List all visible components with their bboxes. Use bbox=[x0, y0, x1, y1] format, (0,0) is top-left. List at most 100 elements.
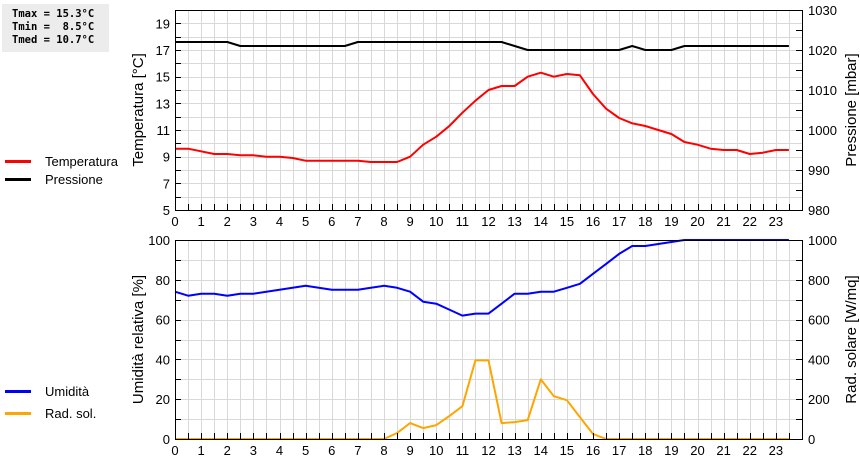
x-tick-label: 20 bbox=[690, 214, 704, 229]
legend-label: Rad. sol. bbox=[45, 405, 97, 421]
x-tick-label: 0 bbox=[171, 443, 178, 458]
x-tick-label: 10 bbox=[429, 443, 443, 458]
y2-tick-label: 0 bbox=[808, 432, 815, 447]
x-tick-label: 17 bbox=[612, 214, 626, 229]
y-axis-title: Umidità relativa [%] bbox=[130, 275, 147, 404]
x-tick-label: 21 bbox=[716, 214, 730, 229]
y2-tick-label: 980 bbox=[808, 203, 830, 218]
x-tick-label: 13 bbox=[507, 443, 521, 458]
x-axis: 0 1 2 3 4 5 6 7 8 9 10 11 12 13 14 15 16 17 18 19 20 21 22 23 bbox=[171, 204, 790, 229]
x-tick-label: 1 bbox=[198, 443, 205, 458]
y-tick-label: 20 bbox=[156, 392, 170, 407]
umidit-line bbox=[174, 239, 789, 317]
y2-tick-label: 1030 bbox=[808, 3, 837, 18]
legend-item-pressure: Pressione bbox=[5, 170, 118, 188]
x-tick-label: 7 bbox=[354, 443, 361, 458]
y-tick-label: 11 bbox=[157, 123, 171, 138]
x-tick-label: 17 bbox=[612, 443, 626, 458]
humidity-radiation-chart: 0 1 2 3 4 5 6 7 8 9 10 11 12 13 14 15 16 17 18 19 20 21 22 2302… bbox=[130, 233, 860, 458]
legend-label: Temperatura bbox=[45, 153, 118, 169]
y-axis-left: 5 7 9 11 13 15 17 19 bbox=[156, 10, 181, 218]
y2-tick-label: 1000 bbox=[808, 123, 837, 138]
x-tick-label: 23 bbox=[769, 443, 783, 458]
x-tick-label: 12 bbox=[481, 214, 495, 229]
y-tick-label: 9 bbox=[163, 150, 170, 165]
x-tick-label: 10 bbox=[429, 214, 443, 229]
x-tick-label: 15 bbox=[560, 443, 574, 458]
y-axis-title: Temperatura [°C] bbox=[130, 53, 147, 167]
x-tick-label: 18 bbox=[638, 443, 652, 458]
x-tick-label: 19 bbox=[664, 214, 678, 229]
y-tick-label: 40 bbox=[156, 352, 170, 367]
x-tick-label: 9 bbox=[407, 214, 414, 229]
x-tick-label: 11 bbox=[456, 214, 470, 229]
x-tick-label: 5 bbox=[302, 443, 309, 458]
humidity-line-swatch bbox=[5, 389, 31, 393]
x-tick-label: 23 bbox=[769, 214, 783, 229]
y-axis-right: 980 990 1000 1010 1020 1030 bbox=[796, 3, 837, 218]
x-tick-label: 14 bbox=[534, 443, 548, 458]
y2-tick-label: 200 bbox=[808, 392, 830, 407]
radiation-line-swatch bbox=[5, 411, 31, 415]
x-tick-label: 8 bbox=[380, 214, 387, 229]
y-tick-label: 5 bbox=[163, 203, 170, 218]
legend-item-temperature: Temperatura bbox=[5, 152, 118, 170]
y2-tick-label: 400 bbox=[808, 352, 830, 367]
x-tick-label: 7 bbox=[354, 214, 361, 229]
temperature-line-swatch bbox=[5, 159, 31, 163]
grid bbox=[175, 240, 802, 439]
y-axis-right: 0 200 400 600 800 1000 bbox=[796, 233, 837, 447]
x-tick-label: 16 bbox=[586, 443, 600, 458]
x-tick-label: 19 bbox=[664, 443, 678, 458]
x-tick-label: 6 bbox=[328, 443, 335, 458]
x-tick-label: 18 bbox=[638, 214, 652, 229]
x-tick-label: 1 bbox=[198, 214, 205, 229]
x-tick-label: 20 bbox=[690, 443, 704, 458]
legend-label: Pressione bbox=[45, 171, 103, 187]
y2-tick-label: 1010 bbox=[808, 83, 837, 98]
x-tick-label: 9 bbox=[407, 443, 414, 458]
x-tick-label: 3 bbox=[250, 214, 257, 229]
x-tick-label: 22 bbox=[743, 443, 757, 458]
y-tick-label: 15 bbox=[156, 70, 170, 85]
grid bbox=[175, 10, 802, 210]
x-tick-label: 6 bbox=[328, 214, 335, 229]
legend-item-humidity: Umidità bbox=[5, 380, 96, 402]
y-tick-label: 0 bbox=[163, 432, 170, 447]
y-tick-label: 13 bbox=[156, 96, 170, 111]
y2-tick-label: 1000 bbox=[808, 233, 837, 248]
x-tick-label: 2 bbox=[224, 443, 231, 458]
x-tick-label: 4 bbox=[276, 214, 283, 229]
x-axis: 0 1 2 3 4 5 6 7 8 9 10 11 12 13 14 15 16 17 18 19 20 21 22 23 bbox=[171, 433, 790, 458]
x-tick-label: 21 bbox=[716, 443, 730, 458]
stats-box: Tmax = 15.3°C Tmin = 8.5°C Tmed = 10.7°C bbox=[2, 4, 109, 52]
x-tick-label: 22 bbox=[743, 214, 757, 229]
x-tick-label: 13 bbox=[507, 214, 521, 229]
y2-tick-label: 800 bbox=[808, 273, 830, 288]
plot-frame bbox=[175, 10, 803, 211]
y-axis-left: 0 20 40 60 80 100 bbox=[148, 233, 181, 447]
legend-item-radiation: Rad. sol. bbox=[5, 402, 96, 424]
tmin-stat: Tmin = 8.5°C bbox=[12, 21, 95, 33]
y-tick-label: 100 bbox=[148, 233, 170, 248]
pressure-line-swatch bbox=[5, 177, 31, 181]
x-tick-label: 2 bbox=[224, 214, 231, 229]
tmed-stat: Tmed = 10.7°C bbox=[12, 34, 95, 46]
pressione-line bbox=[175, 41, 789, 51]
temperature-pressure-chart: 0 1 2 3 4 5 6 7 8 9 10 11 12 13 14 15 16 17 18 19 20 21 22 2357… bbox=[130, 3, 860, 229]
legend-top: Temperatura Pressione bbox=[5, 152, 118, 188]
y-tick-label: 60 bbox=[156, 313, 170, 328]
x-tick-label: 8 bbox=[380, 443, 387, 458]
x-tick-label: 4 bbox=[276, 443, 283, 458]
y2-tick-label: 600 bbox=[808, 313, 830, 328]
y2-tick-label: 990 bbox=[808, 163, 830, 178]
y-tick-label: 80 bbox=[156, 273, 170, 288]
tmax-stat: Tmax = 15.3°C bbox=[12, 8, 95, 20]
x-tick-label: 12 bbox=[481, 443, 495, 458]
y2-axis-title: Pressione [mbar] bbox=[843, 53, 860, 166]
x-tick-label: 5 bbox=[302, 214, 309, 229]
x-tick-label: 0 bbox=[171, 214, 178, 229]
y-tick-label: 17 bbox=[156, 43, 170, 58]
y2-tick-label: 1020 bbox=[808, 43, 837, 58]
x-tick-label: 11 bbox=[456, 443, 470, 458]
